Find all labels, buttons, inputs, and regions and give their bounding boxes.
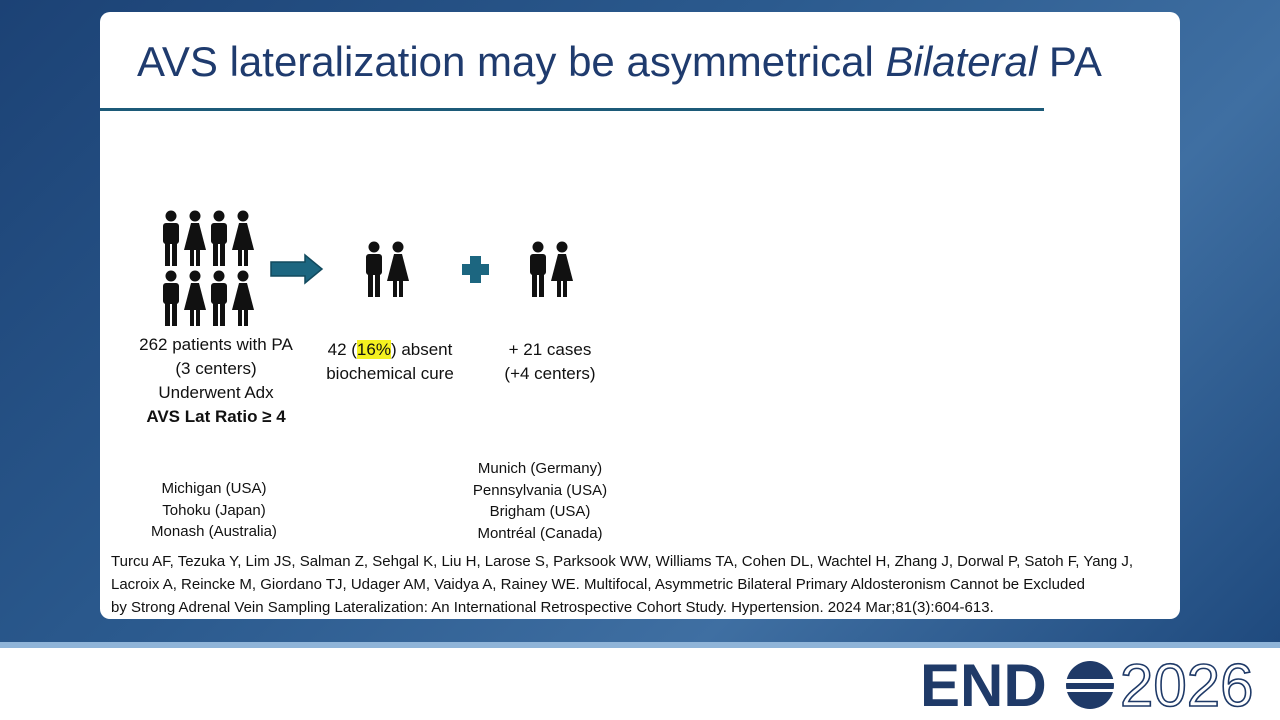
extra-text: + 21 cases (+4 centers) (470, 338, 630, 386)
citation-line: Lacroix A, Reincke M, Giordano TJ, Udage… (111, 576, 1086, 593)
citation-line: by Strong Adrenal Vein Sampling Laterali… (111, 599, 994, 616)
citation-line: Turcu AF, Tezuka Y, Lim JS, Salman Z, Se… (111, 553, 1134, 570)
title-text: AVS lateralization may be asymmetrical (137, 38, 886, 85)
citation: Turcu AF, Tezuka Y, Lim JS, Salman Z, Se… (111, 550, 1133, 619)
center: Michigan (USA) (161, 480, 267, 497)
centers-list: Munich (Germany) Pennsylvania (USA) Brig… (440, 458, 640, 544)
center: Munich (Germany) (477, 460, 603, 477)
center: Monash (Australia) (151, 523, 277, 540)
text-line: 262 patients with PA (139, 335, 293, 354)
centers-list: Michigan (USA) Tohoku (Japan) Monash (Au… (114, 478, 314, 543)
title-rule (100, 108, 1044, 111)
text: 42 ( (327, 340, 357, 359)
logo-text: END (920, 652, 1047, 719)
slide-title: AVS lateralization may be asymmetrical B… (137, 38, 1102, 86)
center: Montréal (Canada) (477, 524, 603, 542)
people-pair (366, 242, 409, 298)
title-text: PA (1037, 38, 1102, 85)
text-line: (+4 centers) (504, 364, 596, 383)
stripe (0, 642, 1280, 648)
text-line: AVS Lat Ratio ≥ 4 (146, 407, 286, 426)
center: Pennsylvania (USA) (472, 481, 608, 499)
absent-cure-text: 42 (16%) absent biochemical cure (300, 338, 480, 386)
text: ) absent (390, 340, 453, 359)
text-line: 42 (16%) absent (300, 338, 480, 362)
title-italic: Bilateral (885, 38, 1038, 85)
logo-text: 2026 (1120, 652, 1253, 719)
arrow (270, 253, 324, 285)
center: Brigham (USA) (489, 503, 591, 520)
cohort-text: 262 patients with PA (3 centers) Underwe… (116, 333, 316, 429)
people-group (163, 211, 254, 327)
plus (462, 256, 489, 283)
text-line: (3 centers) (175, 359, 257, 378)
text-line: Underwent Adx (158, 383, 274, 402)
people-pair (530, 242, 573, 298)
content-card (100, 12, 1180, 619)
text-line: + 21 cases (508, 340, 592, 359)
center: Tohoku (Japan) (162, 501, 266, 519)
highlight: 16% (356, 340, 391, 359)
text-line: biochemical cure (326, 364, 454, 383)
logo: END 2026 (920, 651, 1254, 720)
